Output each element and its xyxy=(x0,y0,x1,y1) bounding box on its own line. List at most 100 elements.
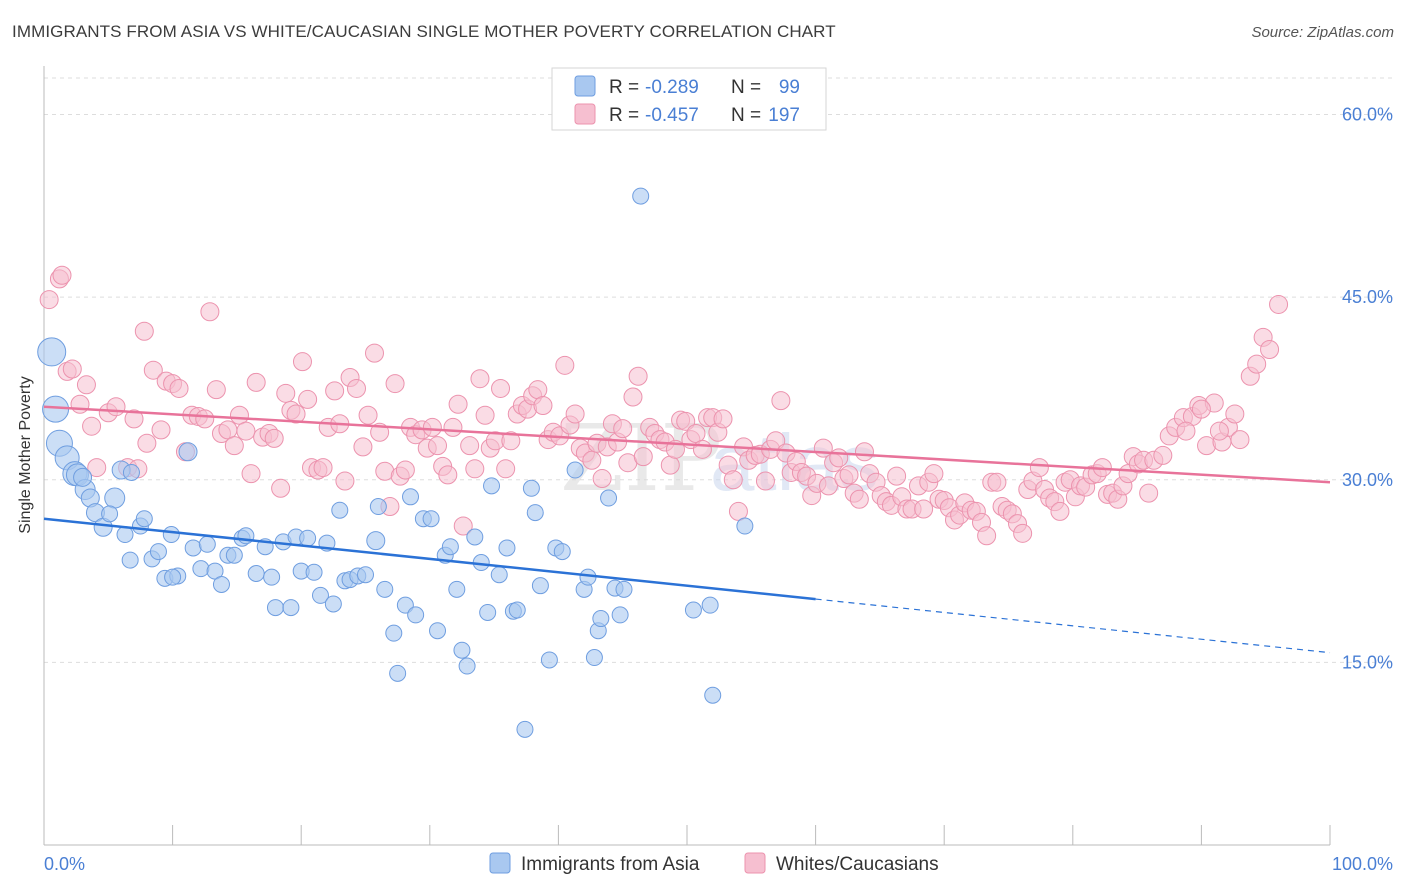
point-asia xyxy=(466,528,484,546)
point-whites xyxy=(229,405,249,425)
stats-r-label: R = xyxy=(609,105,639,126)
point-asia xyxy=(448,580,466,598)
point-whites xyxy=(491,378,511,398)
point-whites xyxy=(1013,523,1033,543)
point-whites xyxy=(1191,399,1211,419)
point-whites xyxy=(313,458,333,478)
point-whites xyxy=(528,380,548,400)
legend-label: Immigrants from Asia xyxy=(521,854,700,875)
point-whites xyxy=(565,404,585,424)
point-whites xyxy=(76,375,96,395)
point-asia xyxy=(212,575,230,593)
trend-asia-extension xyxy=(815,598,1331,654)
series-legend: Immigrants from Asia Whites/Caucasians xyxy=(489,852,939,875)
trend-whites xyxy=(43,405,1331,484)
point-whites xyxy=(1209,421,1229,441)
axes xyxy=(43,66,1331,846)
stats-r-label: R = xyxy=(609,77,639,98)
point-whites xyxy=(264,428,284,448)
trend-asia xyxy=(43,517,816,601)
point-whites xyxy=(200,302,220,322)
point-whites xyxy=(728,501,748,521)
point-asia xyxy=(311,586,329,604)
source-label: Source: ZipAtlas.com xyxy=(1251,24,1394,41)
point-asia xyxy=(104,487,126,509)
point-asia xyxy=(366,531,386,551)
point-whites xyxy=(818,476,838,496)
point-asia xyxy=(566,461,584,479)
point-asia xyxy=(305,563,323,581)
point-whites xyxy=(335,471,355,491)
point-whites xyxy=(151,420,171,440)
point-whites xyxy=(70,394,90,414)
point-asia xyxy=(389,664,407,682)
point-asia xyxy=(522,479,540,497)
point-asia xyxy=(192,560,210,578)
point-asia xyxy=(453,641,471,659)
point-whites xyxy=(62,359,82,379)
point-asia xyxy=(178,442,198,462)
point-whites xyxy=(1247,354,1267,374)
point-whites xyxy=(428,436,448,456)
point-asia xyxy=(736,517,754,535)
point-asia xyxy=(684,601,702,619)
point-whites xyxy=(236,421,256,441)
point-asia xyxy=(553,543,571,561)
point-asia xyxy=(198,535,216,553)
point-asia xyxy=(407,606,425,624)
point-whites xyxy=(533,395,553,415)
point-asia xyxy=(357,566,374,584)
point-whites xyxy=(39,290,59,310)
point-whites xyxy=(1139,483,1159,503)
point-asia xyxy=(600,489,618,507)
point-whites xyxy=(448,394,468,414)
point-whites xyxy=(358,405,378,425)
point-whites xyxy=(346,378,366,398)
point-asia xyxy=(615,580,633,598)
point-whites xyxy=(771,391,791,411)
stats-n-label: N = xyxy=(731,77,761,98)
point-whites xyxy=(365,343,385,363)
point-asia xyxy=(540,651,558,669)
point-whites xyxy=(286,404,306,424)
legend-label: Whites/Caucasians xyxy=(776,854,939,875)
stats-r-value: -0.289 xyxy=(645,77,699,98)
point-whites xyxy=(1197,436,1217,456)
point-asia xyxy=(704,686,722,704)
point-asia xyxy=(162,526,180,544)
point-whites xyxy=(977,526,997,546)
legend-swatch xyxy=(489,852,511,874)
point-whites xyxy=(613,419,633,439)
point-asia xyxy=(122,463,140,481)
y-tick-label: 15.0% xyxy=(1342,652,1393,672)
point-asia xyxy=(247,565,265,583)
point-asia xyxy=(37,337,67,367)
point-whites xyxy=(353,437,373,457)
point-asia xyxy=(324,595,342,613)
point-whites xyxy=(298,389,318,409)
point-whites xyxy=(195,409,215,429)
point-whites xyxy=(395,460,415,480)
point-whites xyxy=(713,409,733,429)
point-asia xyxy=(396,596,414,614)
stats-legend-box xyxy=(551,67,827,131)
point-asia xyxy=(422,510,440,528)
point-whites xyxy=(246,372,266,392)
tick-labels: 15.0% 30.0% 45.0% 60.0% 0.0% 100.0% xyxy=(44,105,1393,874)
point-asia xyxy=(266,599,284,617)
point-whites xyxy=(1050,501,1070,521)
point-asia xyxy=(526,504,544,522)
point-whites xyxy=(137,433,157,453)
point-whites xyxy=(887,466,907,486)
point-whites xyxy=(422,417,442,437)
point-whites xyxy=(453,516,473,536)
point-whites xyxy=(676,411,696,431)
series-whites-points xyxy=(39,265,1289,546)
point-asia xyxy=(611,606,629,624)
point-whites xyxy=(82,416,102,436)
point-whites xyxy=(854,442,874,462)
point-whites xyxy=(385,374,405,394)
grid xyxy=(44,77,1395,663)
stats-n-label: N = xyxy=(731,105,761,126)
